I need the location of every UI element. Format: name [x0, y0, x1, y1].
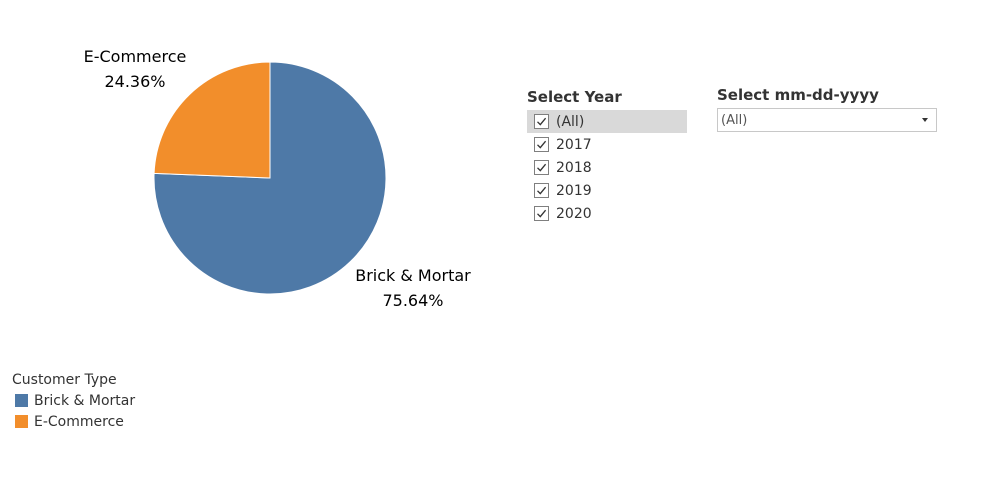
date-dropdown[interactable]: (All) — [717, 108, 937, 132]
pie-label-e-commerce: E-Commerce 24.36% — [84, 47, 187, 91]
date-dropdown-value: (All) — [721, 112, 748, 128]
date-filter-title: Select mm-dd-yyyy — [717, 86, 879, 104]
legend-title: Customer Type — [12, 372, 117, 388]
year-option-2020[interactable]: 2020 — [527, 202, 687, 225]
year-option-label: 2020 — [556, 205, 592, 222]
checkbox-checked-icon[interactable] — [534, 160, 549, 175]
year-option-all[interactable]: (All) — [527, 110, 687, 133]
legend-item-label: Brick & Mortar — [34, 392, 136, 409]
legend-item-e-commerce[interactable]: E-Commerce — [12, 411, 135, 432]
pie-chart: Brick & Mortar 75.64% E-Commerce 24.36% — [84, 47, 472, 310]
year-option-label: 2019 — [556, 182, 592, 199]
slice-label-brick-mortar: Brick & Mortar — [355, 266, 471, 285]
chevron-down-icon[interactable] — [922, 118, 928, 122]
legend: Customer Type Brick & Mortar E-Commerce — [12, 370, 135, 432]
checkbox-checked-icon[interactable] — [534, 114, 549, 129]
pie-slice-e-commerce[interactable] — [153, 61, 271, 179]
legend-item-label: E-Commerce — [34, 413, 124, 430]
year-option-label: (All) — [556, 113, 585, 130]
year-filter: Select Year (All) 2017 2018 2019 — [527, 86, 687, 225]
year-option-2018[interactable]: 2018 — [527, 156, 687, 179]
year-filter-title: Select Year — [527, 88, 622, 106]
year-option-label: 2018 — [556, 159, 592, 176]
legend-swatch-brick-mortar — [15, 394, 28, 407]
slice-value-brick-mortar: 75.64% — [382, 291, 443, 310]
checkbox-checked-icon[interactable] — [534, 183, 549, 198]
year-option-list: (All) 2017 2018 2019 2020 — [527, 110, 687, 225]
date-filter: Select mm-dd-yyyy (All) — [717, 84, 941, 132]
checkbox-checked-icon[interactable] — [534, 137, 549, 152]
slice-label-e-commerce: E-Commerce — [84, 47, 187, 66]
year-option-2019[interactable]: 2019 — [527, 179, 687, 202]
checkbox-checked-icon[interactable] — [534, 206, 549, 221]
pie-slices — [153, 61, 387, 295]
legend-item-brick-mortar[interactable]: Brick & Mortar — [12, 390, 135, 411]
pie-label-brick-mortar: Brick & Mortar 75.64% — [355, 266, 471, 310]
year-option-label: 2017 — [556, 136, 592, 153]
year-option-2017[interactable]: 2017 — [527, 133, 687, 156]
legend-swatch-e-commerce — [15, 415, 28, 428]
slice-value-e-commerce: 24.36% — [104, 72, 165, 91]
